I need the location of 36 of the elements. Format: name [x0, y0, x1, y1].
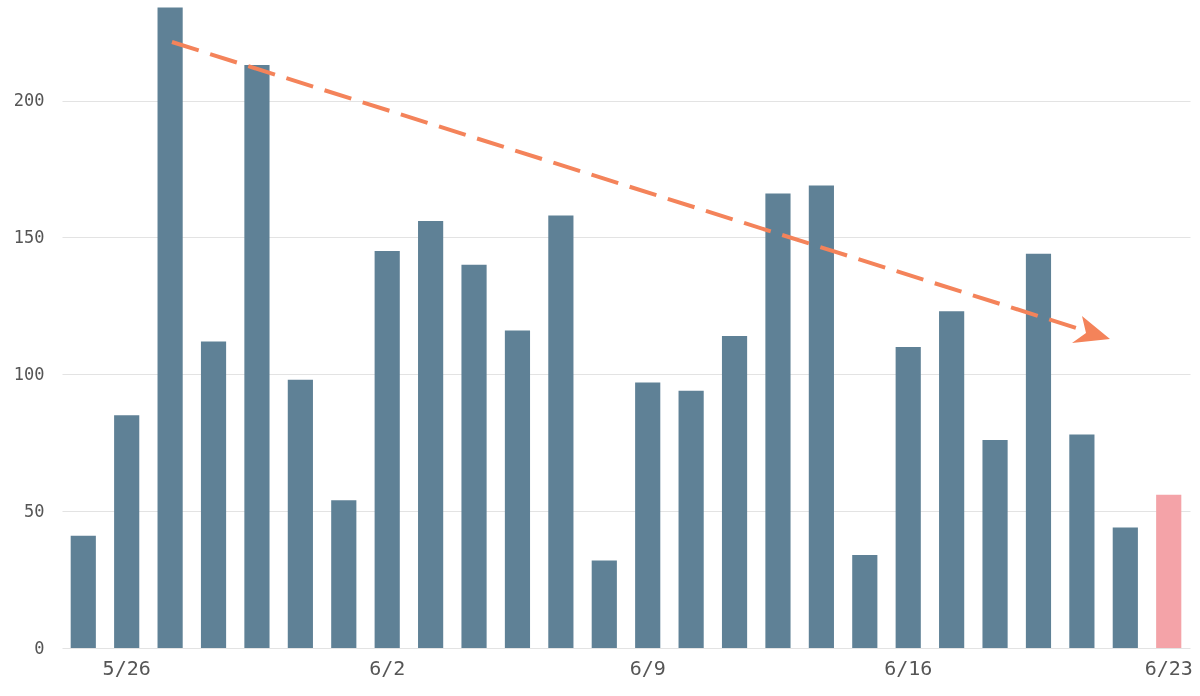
- bar: [939, 311, 965, 648]
- x-tick-label: 6/16: [884, 655, 933, 680]
- bar: [157, 7, 183, 648]
- bar: [244, 64, 270, 648]
- bar: [982, 439, 1008, 648]
- bar: [418, 220, 444, 648]
- bar: [1156, 494, 1182, 648]
- bar: [287, 379, 313, 648]
- bar: [114, 415, 140, 648]
- y-tick-label: 50: [24, 500, 45, 521]
- bar: [765, 193, 791, 648]
- x-tick-label: 6/2: [369, 655, 406, 680]
- bar: [548, 215, 574, 648]
- x-tick-label: 6/9: [629, 655, 666, 680]
- bar: [635, 382, 661, 648]
- bar: [895, 346, 921, 648]
- bar: [852, 554, 878, 648]
- bar: [1025, 253, 1052, 648]
- y-tick-label: 150: [13, 226, 45, 247]
- bar: [331, 500, 357, 648]
- x-tick-label: 6/23: [1144, 655, 1193, 680]
- bar: [70, 535, 96, 648]
- bar: [591, 560, 617, 648]
- y-tick-label: 200: [13, 90, 45, 111]
- bar: [808, 185, 834, 648]
- bar: [1112, 527, 1138, 648]
- bar: [504, 330, 531, 648]
- bar: [721, 335, 748, 648]
- bar: [200, 341, 227, 648]
- bar: [1069, 434, 1095, 648]
- bar: [461, 264, 487, 648]
- bar: [374, 251, 400, 648]
- y-tick-label: 0: [34, 637, 45, 658]
- x-tick-label: 5/26: [102, 655, 151, 680]
- bar: [678, 390, 704, 648]
- y-tick-label: 100: [13, 363, 45, 384]
